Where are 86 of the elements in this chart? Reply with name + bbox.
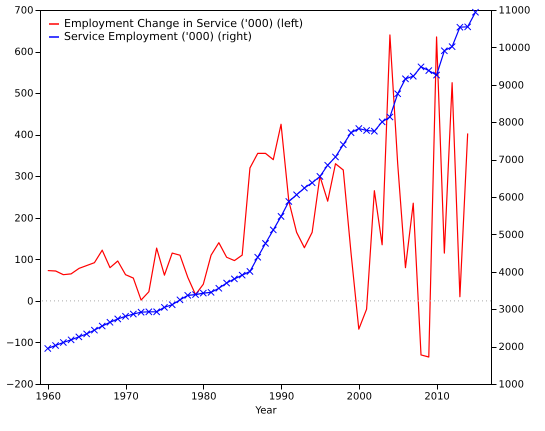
y-tick-label: 0 [27, 296, 34, 308]
y2-tick-label: 7000 [498, 155, 524, 166]
point [137, 308, 145, 316]
y2-tick-label: 8000 [498, 118, 524, 129]
point [440, 47, 448, 54]
point [340, 140, 347, 148]
point [90, 326, 98, 334]
point [410, 72, 417, 80]
legend-label: Service Employment ('000) (right) [64, 30, 252, 43]
y-tick-label: 400 [14, 130, 34, 142]
x-tick-label: 1980 [191, 392, 217, 402]
point [448, 42, 456, 50]
point [176, 296, 184, 304]
point [332, 153, 340, 161]
y2-tick-label: 6000 [498, 192, 524, 204]
y-tick-label: 600 [14, 47, 34, 58]
point [67, 336, 75, 344]
point [98, 322, 106, 330]
point [402, 75, 410, 82]
point [145, 308, 153, 316]
point [82, 330, 90, 338]
x-tick-label: 1990 [268, 392, 294, 402]
y-tick-label: 100 [14, 254, 34, 266]
point [106, 318, 114, 326]
y-tick-label: −100 [6, 338, 34, 349]
point [114, 315, 122, 323]
point [168, 301, 176, 308]
y2-tick-label: 4000 [498, 267, 524, 278]
point [230, 275, 238, 283]
point [75, 333, 83, 341]
point [44, 344, 52, 352]
point [316, 172, 324, 180]
x-tick-label: 1960 [36, 392, 61, 402]
point [238, 272, 246, 279]
point [207, 288, 215, 296]
point [60, 338, 67, 346]
point [472, 8, 480, 16]
point [370, 128, 378, 135]
point [362, 126, 370, 134]
y2-tick-label: 9000 [498, 80, 524, 92]
point [130, 310, 137, 318]
y2-tick-label: 3000 [498, 304, 524, 316]
y2-tick-label: 2000 [498, 342, 524, 354]
y-tick-label: 500 [14, 88, 34, 100]
point [160, 304, 168, 311]
y-tick-label: −200 [6, 380, 34, 390]
point [464, 23, 472, 30]
point [292, 191, 300, 198]
y2-tick-label: 10000 [498, 42, 530, 54]
point [308, 179, 316, 186]
x-tick-label: 2010 [424, 392, 450, 402]
point [277, 212, 285, 220]
point [456, 24, 464, 31]
point [52, 342, 60, 350]
point [122, 312, 130, 320]
point [285, 198, 292, 206]
point [215, 284, 223, 292]
point [300, 184, 308, 192]
y-tick-label: 700 [14, 6, 34, 16]
point [324, 162, 332, 169]
point [246, 268, 254, 276]
point [432, 71, 440, 79]
legend-label: Employment Change in Service ('000) (left) [64, 17, 303, 30]
y-tick-label: 200 [14, 213, 34, 224]
point [394, 90, 402, 98]
y2-tick-label: 11000 [498, 6, 530, 16]
x-axis-title: Year [254, 406, 278, 416]
point [378, 118, 386, 126]
y-tick-label: 300 [14, 172, 34, 183]
point [425, 66, 432, 74]
point [347, 129, 355, 136]
point [262, 240, 270, 248]
y2-tick-label: 5000 [498, 230, 524, 241]
point [222, 279, 230, 287]
point [270, 226, 277, 234]
point [386, 113, 394, 121]
point [355, 124, 362, 132]
x-tick-label: 2000 [346, 392, 372, 402]
point [200, 289, 207, 297]
point [152, 308, 160, 316]
point [192, 290, 200, 298]
point [417, 63, 425, 71]
point [184, 292, 192, 300]
y2-tick-label: 1000 [498, 380, 524, 390]
point [254, 254, 262, 261]
x-tick-label: 1970 [113, 392, 139, 402]
